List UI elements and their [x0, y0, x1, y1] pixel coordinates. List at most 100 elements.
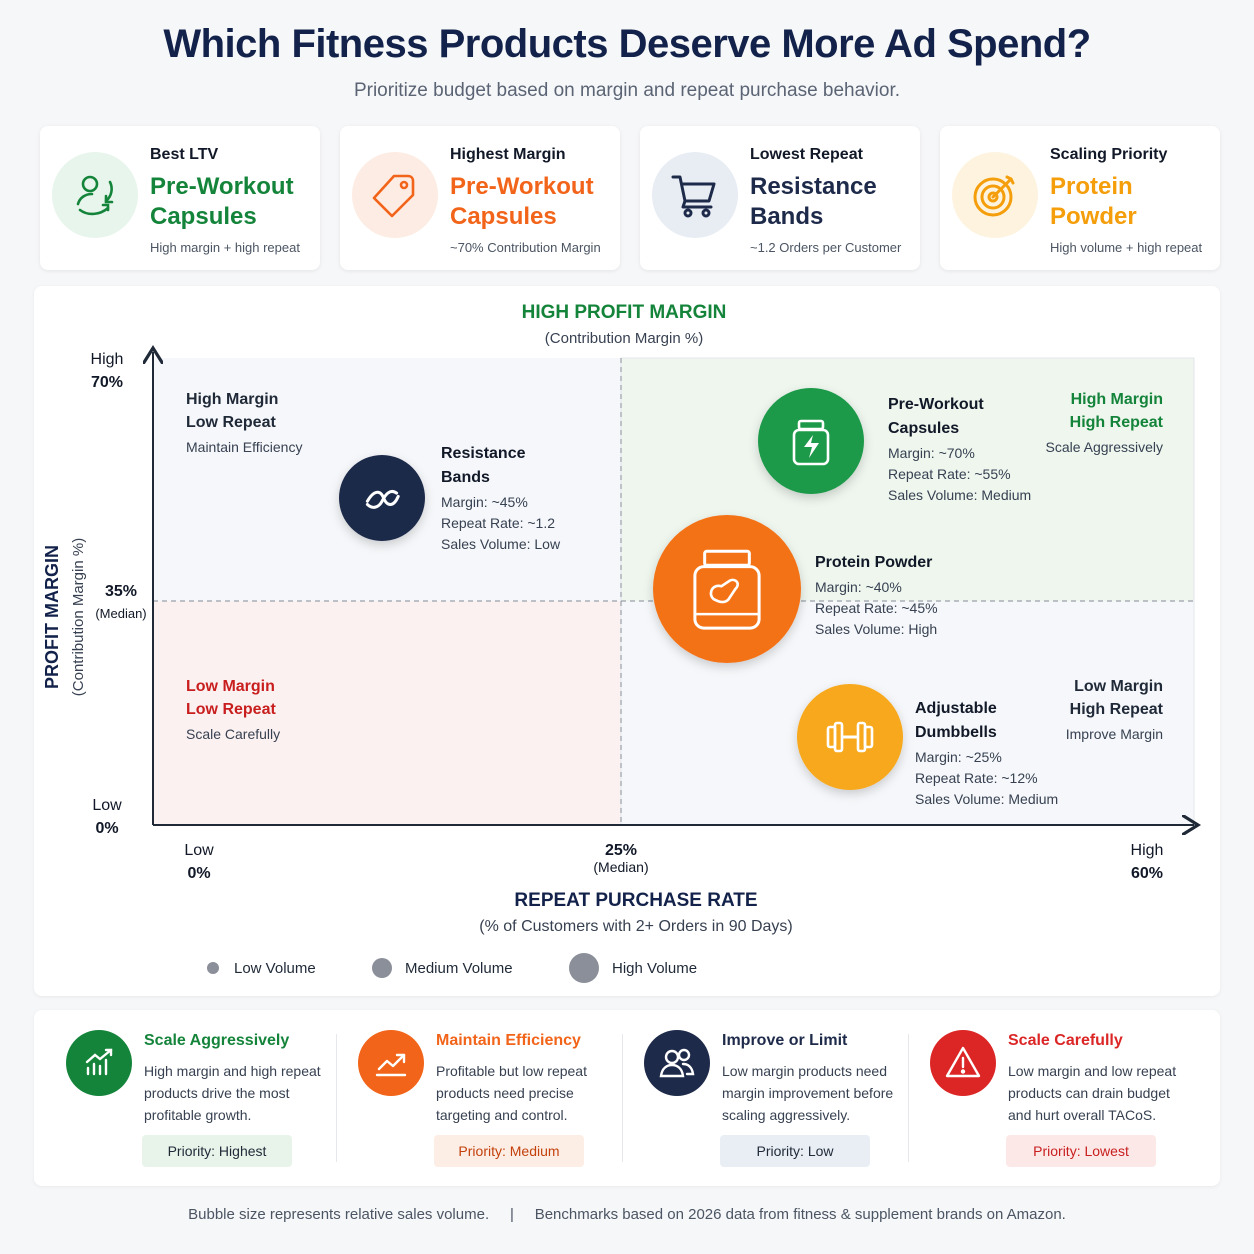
bubble-label: Bands [441, 469, 490, 486]
strategy-title: Maintain Efficiency [436, 1032, 581, 1049]
y-axis-subtitle: (Contribution Margin %) [70, 538, 87, 696]
strategy-title: Scale Aggressively [144, 1032, 290, 1049]
strategy-improve-or-limit: Improve or Limit Low margin products nee… [612, 1010, 898, 1186]
priority-badge: Priority: Highest [142, 1135, 292, 1167]
kpi-card-lowest-repeat: Lowest Repeat Resistance Bands ~1.2 Orde… [640, 126, 920, 270]
bubble-detail: Margin: ~25% [915, 749, 1002, 765]
page-subtitle: Prioritize budget based on margin and re… [353, 80, 901, 101]
x-tick-sub: 0% [187, 865, 210, 882]
bubble-detail: Sales Volume: High [815, 621, 937, 637]
bubble-detail: Repeat Rate: ~12% [915, 770, 1038, 786]
legend-label: Medium Volume [405, 960, 513, 977]
x-tick-label: Low [184, 842, 214, 859]
warning-icon [930, 1030, 996, 1096]
y-tick-sub: 70% [91, 374, 123, 391]
users-icon [644, 1030, 710, 1096]
legend-swatch [207, 962, 219, 974]
y-tick-label: Low [92, 797, 122, 814]
legend-swatch [569, 953, 599, 983]
chart-subtitle: (Contribution Margin %) [545, 330, 703, 347]
bubble-detail: Margin: ~40% [815, 579, 902, 595]
bubble-pre-workout-capsules: Pre-Workout Capsules Margin: ~70% Repeat Ra… [758, 388, 1031, 503]
legend-swatch [372, 958, 392, 978]
x-tick-sub: 60% [1131, 865, 1163, 882]
x-axis-subtitle: (% of Customers with 2+ Orders in 90 Day… [479, 918, 792, 935]
bubble-label: Adjustable [915, 700, 997, 717]
protein-tub-icon [693, 549, 761, 630]
y-tick-sub: 0% [95, 820, 118, 837]
card-value: Pre-Workout Capsules [450, 173, 594, 230]
card-note: ~1.2 Orders per Customer [750, 240, 902, 255]
legend-item: Medium Volume [372, 958, 513, 978]
quadrant-label: Low Repeat [186, 701, 276, 718]
bubble-detail: Repeat Rate: ~1.2 [441, 515, 555, 531]
resistance-band-icon [365, 489, 400, 509]
card-note: ~70% Contribution Margin [450, 240, 601, 255]
quadrant-label: Low Margin [1074, 678, 1163, 695]
kpi-card-scaling-priority: Scaling Priority Protein Powder High vol… [940, 126, 1220, 270]
bubble-detail: Repeat Rate: ~55% [888, 466, 1011, 482]
bubble-point [653, 515, 801, 663]
bubble-detail: Margin: ~70% [888, 445, 975, 461]
quadrant-label: High Margin [186, 391, 278, 408]
footer-source: Benchmarks based on 2026 data from fitne… [534, 1206, 1066, 1223]
y-tick-label: High [91, 351, 124, 368]
card-value: Resistance Bands [750, 173, 877, 230]
priority-badge: Priority: Low [720, 1135, 870, 1167]
legend-label: High Volume [612, 960, 697, 977]
quadrant-label: High Repeat [1070, 701, 1164, 718]
x-tick-label: 25% [605, 842, 637, 859]
page-title: Which Fitness Products Deserve More Ad S… [163, 22, 1091, 66]
card-note: High margin + high repeat [150, 240, 300, 255]
quadrant-action: Maintain Efficiency [186, 439, 302, 455]
strategy-maintain-efficiency: Maintain Efficiency Profitable but low r… [326, 1010, 612, 1186]
quadrant-action: Scale Carefully [186, 726, 280, 742]
strategy-description: Low margin and low repeat products can d… [1008, 1063, 1177, 1123]
card-title: Best LTV [150, 146, 219, 163]
user-cycle-icon [52, 152, 138, 238]
strategy-title: Improve or Limit [722, 1032, 848, 1049]
card-value: Pre-Workout Capsules [150, 173, 294, 230]
priority-badge: Priority: Medium [434, 1135, 584, 1167]
footer-note: Bubble size represents relative sales vo… [188, 1206, 490, 1223]
supplement-jar-icon [792, 419, 830, 466]
kpi-card-best-ltv: Best LTV Pre-Workout Capsules High margi… [40, 126, 320, 270]
strategy-description: Profitable but low repeat products need … [436, 1063, 587, 1123]
bubble-resistance-bands: Resistance Bands Margin: ~45% Repeat Rate: … [339, 445, 561, 552]
target-icon [952, 152, 1038, 238]
strategy-panel: Scale Aggressively High margin and high … [34, 1010, 1220, 1186]
x-tick-sub: (Median) [593, 859, 648, 875]
bubble-label: Capsules [888, 420, 959, 437]
strategy-description: Low margin products need margin improvem… [722, 1063, 894, 1123]
bubble-protein-powder: Protein Powder Margin: ~40% Repeat Rate: ~… [653, 515, 938, 663]
y-axis-title: PROFIT MARGIN [42, 545, 62, 689]
bubble-detail: Sales Volume: Medium [915, 791, 1058, 807]
kpi-card-highest-margin: Highest Margin Pre-Workout Capsules ~70%… [340, 126, 620, 270]
quadrant-label: High Margin [1071, 391, 1163, 408]
dumbbell-icon [826, 721, 874, 753]
x-axis-title: REPEAT PURCHASE RATE [514, 890, 757, 911]
trend-up-icon [358, 1030, 424, 1096]
footer-separator: | [509, 1206, 514, 1223]
legend-item: High Volume [569, 953, 697, 983]
growth-chart-icon [66, 1030, 132, 1096]
card-note: High volume + high repeat [1050, 240, 1203, 255]
divider [908, 1034, 909, 1162]
quadrant-label: Low Margin [186, 678, 275, 695]
card-value: Protein Powder [1050, 173, 1137, 230]
strategy-description: High margin and high repeat products dri… [144, 1063, 321, 1123]
matrix-chart: High Margin Low Repeat Maintain Efficiency… [42, 302, 1254, 983]
bubble-detail: Sales Volume: Medium [888, 487, 1031, 503]
quadrant-label: Low Repeat [186, 414, 276, 431]
legend-item: Low Volume [207, 960, 316, 977]
bubble-label: Pre-Workout [888, 396, 984, 413]
bubble-detail: Sales Volume: Low [441, 536, 561, 552]
y-tick-label: 35% [105, 583, 137, 600]
shopping-cart-icon [652, 152, 738, 238]
strategy-scale-carefully: Scale Carefully Low margin and low repea… [898, 1010, 1184, 1186]
legend-label: Low Volume [234, 960, 316, 977]
y-tick-sub: (Median) [95, 606, 146, 621]
quadrant-label: High Repeat [1070, 414, 1164, 431]
chart-title: HIGH PROFIT MARGIN [522, 302, 727, 323]
bubble-detail: Margin: ~45% [441, 494, 528, 510]
